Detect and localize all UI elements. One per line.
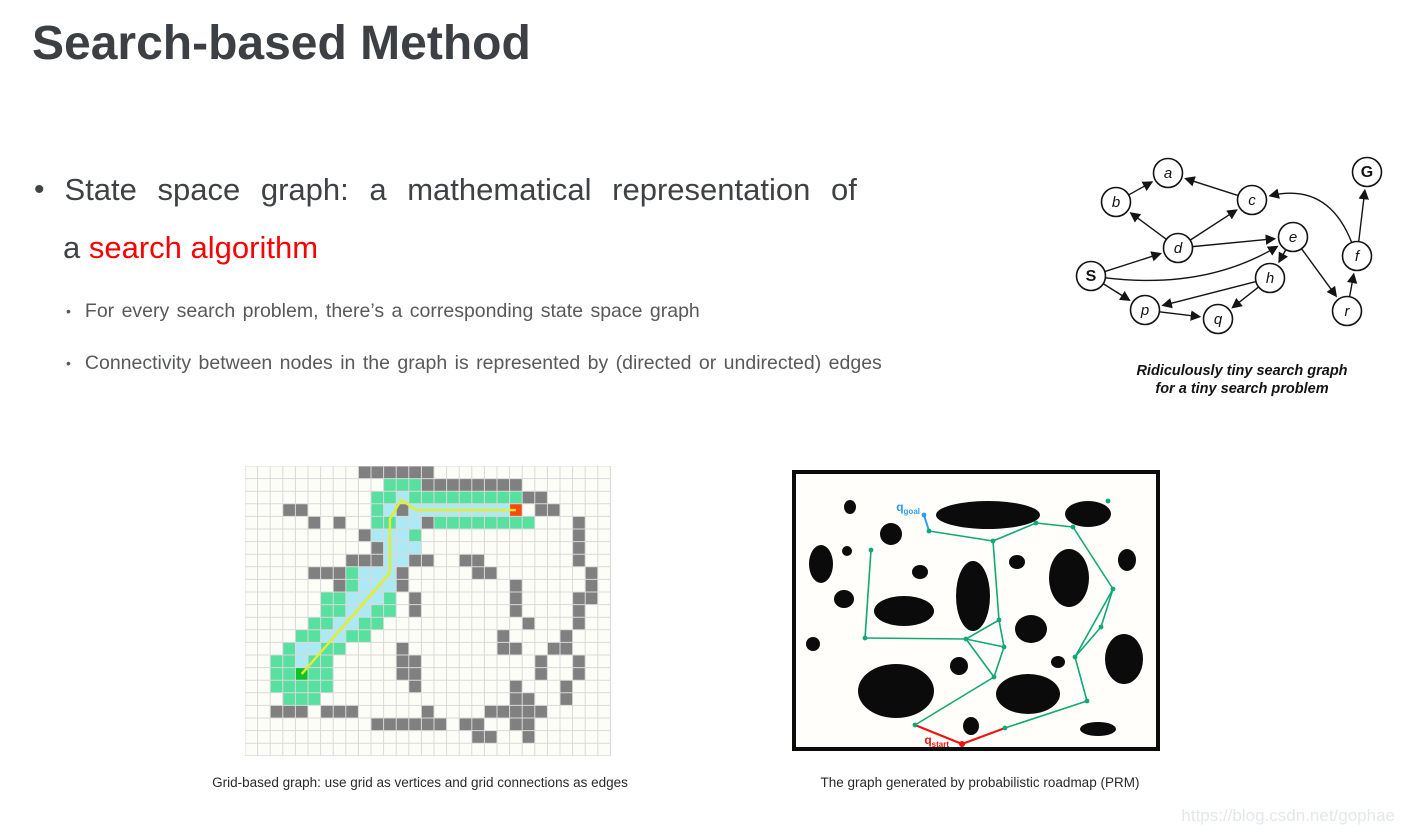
main-bullet: • State space graph: a mathematical repr… [34, 166, 857, 214]
search-graph-caption: Ridiculously tiny search graph for a tin… [1082, 362, 1402, 398]
main-bullet-line2-red: search algorithm [88, 230, 319, 265]
search-graph-caption-line1: Ridiculously tiny search graph [1136, 363, 1348, 379]
svg-text:c: c [1248, 192, 1256, 209]
prm-figure-svg: qgoal qstart [806, 498, 1143, 749]
grid-figure-caption: Grid-based graph: use grid as vertices a… [212, 775, 628, 790]
prm-figure-caption: The graph generated by probabilistic roa… [820, 775, 1140, 790]
main-bullet-line1: State space graph: a mathematical repres… [64, 172, 857, 207]
sub-bullet-1: • For every search problem, there’s a co… [66, 298, 700, 325]
svg-text:r: r [1345, 303, 1351, 320]
watermark-url: https://blog.csdn.net/gophae [1181, 806, 1395, 825]
svg-text:d: d [1174, 240, 1183, 257]
svg-text:qstart: qstart [924, 733, 949, 747]
prm-figure: qgoal qstart [792, 470, 1160, 751]
svg-text:h: h [1266, 270, 1274, 287]
bullet-dot-icon: • [66, 355, 71, 371]
search-graph-caption-line2: for a tiny search problem [1155, 381, 1329, 397]
svg-text:G: G [1361, 164, 1373, 181]
main-bullet-line2-prefix: a [63, 230, 89, 265]
svg-text:e: e [1289, 229, 1297, 246]
svg-text:qgoal: qgoal [896, 500, 920, 516]
sub-bullet-2: • Connectivity between nodes in the grap… [66, 350, 882, 377]
search-graph-figure: a b c d e f h p q r S G [1075, 156, 1383, 335]
svg-text:b: b [1112, 194, 1120, 211]
sub-bullet-2-text: Connectivity between nodes in the graph … [84, 352, 882, 374]
grid-graph-figure [245, 466, 611, 756]
svg-text:q: q [1214, 311, 1223, 328]
bullet-dot-icon: • [34, 173, 45, 206]
page-title: Search-based Method [32, 17, 531, 70]
svg-text:S: S [1086, 268, 1097, 285]
svg-text:f: f [1355, 248, 1361, 265]
sub-bullet-1-text: For every search problem, there’s a corr… [84, 300, 700, 322]
bullet-dot-icon: • [66, 303, 71, 319]
main-bullet-line2: a search algorithm [63, 224, 318, 272]
svg-text:p: p [1140, 302, 1149, 319]
svg-text:a: a [1164, 165, 1172, 182]
